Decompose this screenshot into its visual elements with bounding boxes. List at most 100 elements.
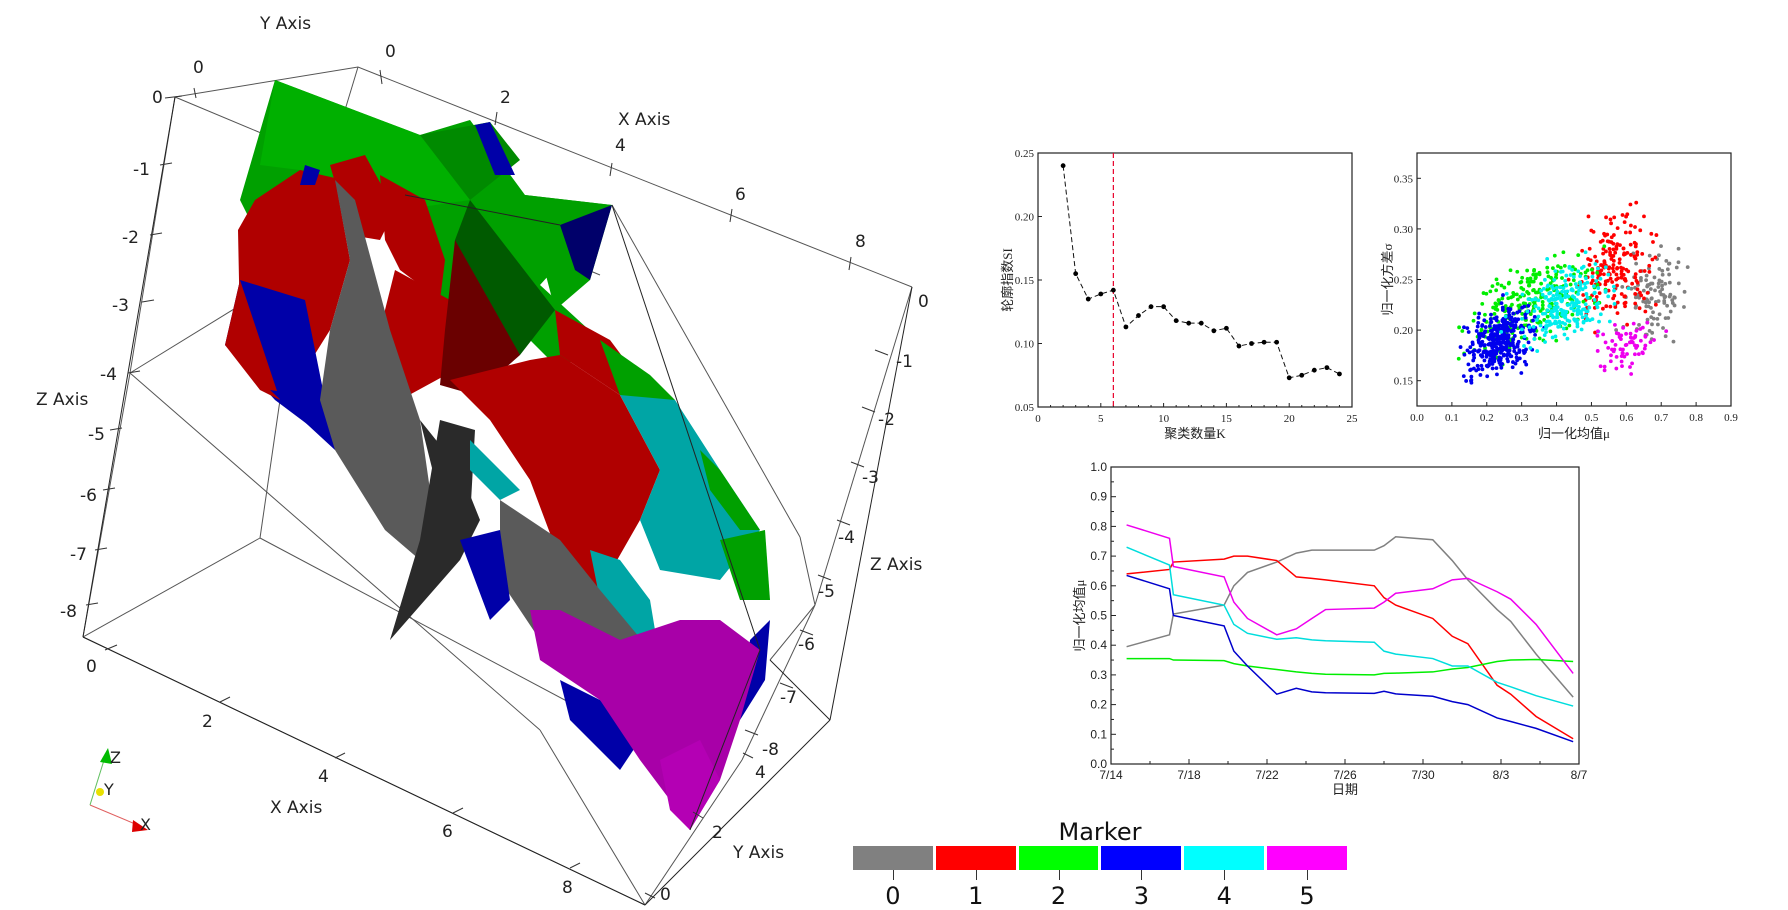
mean-timeseries-canvas: 7/14 7/18 7/22 7/26 7/30 8/3 8/7 0.0 0.1 0.2 0.3 0.… — [1072, 460, 1588, 797]
z-tick-right: 0 — [918, 292, 929, 312]
y-tick-label: 0.9 — [1090, 490, 1107, 504]
y-dot-icon — [96, 788, 104, 796]
legend-swatch-4 — [1184, 846, 1265, 870]
si-point — [1249, 341, 1254, 346]
z-tick-left: -8 — [60, 602, 77, 622]
legend-label: 0 — [853, 870, 933, 910]
surface-regions — [225, 80, 770, 830]
si-point — [1198, 320, 1204, 326]
y-tick-label: 0.6 — [1090, 579, 1107, 593]
x-tick-bottom: 4 — [318, 767, 329, 787]
y-tick-label: 0.0 — [1090, 757, 1107, 771]
legend-swatch-2 — [1018, 846, 1099, 870]
z-tick-left: -2 — [122, 228, 139, 248]
z-arrow-icon — [100, 748, 112, 764]
z-tick-left: -4 — [100, 365, 117, 385]
z-tick-right: -5 — [818, 582, 835, 602]
x-axis-title: 聚类数量K — [1164, 426, 1226, 441]
x-tick-label: 10 — [1158, 413, 1170, 425]
orientation-y-label: Y — [104, 780, 114, 799]
y-tick-label: 0.25 — [1015, 148, 1035, 160]
y-axis-title: 归一化方差σ — [1380, 243, 1395, 315]
legend-label: 2 — [1019, 870, 1099, 910]
scatter-chart-canvas: 0.0 0.1 0.2 0.3 0.4 0.5 0.6 0.7 0.8 0.9 0.15 0.20 0.… — [1380, 152, 1738, 441]
x-tick-label: 7/14 — [1099, 768, 1123, 782]
si-point — [1136, 313, 1141, 318]
legend-label: 5 — [1267, 870, 1347, 910]
x-tick-label: 25 — [1347, 413, 1359, 425]
y-tick-label: 0.2 — [1090, 698, 1107, 712]
y-tick-top: 0 — [193, 58, 204, 78]
x-tick-label: 0.8 — [1689, 412, 1703, 424]
si-point — [1211, 328, 1217, 334]
x-tick-label: 7/22 — [1255, 768, 1279, 782]
x-axis-title: 日期 — [1332, 782, 1358, 797]
z-tick-right: -6 — [798, 635, 815, 655]
scatter-chart: 0.0 0.1 0.2 0.3 0.4 0.5 0.6 0.7 0.8 0.9 0.15 0.20 0.… — [1380, 140, 1780, 450]
y-tick-bottom: 0 — [660, 885, 671, 905]
si-point — [1261, 339, 1267, 345]
si-point — [1274, 339, 1280, 345]
x-tick-label: 5 — [1098, 413, 1104, 425]
legend-label: 4 — [1184, 870, 1264, 910]
si-point — [1337, 371, 1342, 377]
marker-colorbar-legend: Marker 0 1 2 3 4 5 — [853, 818, 1347, 910]
si-point — [1060, 163, 1066, 169]
y-tick-label: 0.5 — [1090, 609, 1107, 623]
x-tick-label: 0.6 — [1619, 412, 1633, 424]
orientation-axes-widget — [89, 748, 148, 832]
si-point — [1311, 367, 1317, 373]
series-line-3 — [1126, 574, 1574, 743]
y-tick-label: 0.35 — [1394, 173, 1414, 185]
mean-timeseries-chart: 7/14 7/18 7/22 7/26 7/30 8/3 8/7 0.0 0.1 0.2 0.3 0.… — [1070, 455, 1650, 815]
si-point — [1286, 375, 1292, 381]
x-tick-label: 0.9 — [1724, 412, 1738, 424]
z-tick-left: 0 — [152, 88, 163, 108]
x-tick-label: 7/26 — [1333, 768, 1357, 782]
x-tick-label: 0 — [1035, 413, 1041, 425]
legend-label: 1 — [936, 870, 1016, 910]
x-tick-label: 0.7 — [1654, 412, 1668, 424]
y-tick-label: 0.05 — [1015, 402, 1035, 414]
x-tick-label: 0.3 — [1515, 412, 1529, 424]
y-axis-label-top: Y Axis — [260, 14, 312, 34]
y-tick-label: 0.30 — [1394, 224, 1414, 236]
y-tick-label: 0.25 — [1394, 275, 1414, 287]
y-tick-label: 0.10 — [1015, 339, 1035, 351]
si-point — [1148, 304, 1154, 310]
view-3d[interactable]: Y Axis X Axis Z Axis Z Axis X Axis Y Axi… — [0, 0, 960, 907]
z-tick-left: -7 — [70, 545, 87, 565]
y-tick-label: 0.20 — [1015, 212, 1035, 224]
z-tick-left: -6 — [80, 486, 97, 506]
legend-swatch-1 — [935, 846, 1016, 870]
x-axis-label-top: X Axis — [618, 110, 671, 130]
si-point — [1236, 343, 1242, 349]
y-tick-label: 1.0 — [1090, 460, 1107, 474]
tick-marks — [85, 69, 889, 899]
x-tick-top: 8 — [855, 232, 866, 252]
x-tick-top: 4 — [615, 136, 626, 156]
x-tick-label: 20 — [1284, 413, 1296, 425]
si-point — [1324, 365, 1330, 371]
bounding-box-front — [82, 96, 913, 906]
x-tick-top: 0 — [385, 42, 396, 62]
x-tick-bottom: 2 — [202, 712, 213, 732]
scatter-points — [1456, 200, 1690, 385]
x-tick-label: 7/30 — [1411, 768, 1435, 782]
series-line-1 — [1126, 555, 1574, 740]
si-point — [1173, 318, 1179, 324]
x-axis-label-bottom: X Axis — [270, 798, 323, 818]
z-axis-label-right: Z Axis — [870, 555, 923, 575]
legend-swatch-0 — [853, 846, 933, 870]
x-tick-label: 8/7 — [1571, 768, 1588, 782]
z-tick-right: -8 — [762, 740, 779, 760]
series-line-4 — [1126, 546, 1574, 707]
plot-frame — [1110, 466, 1580, 765]
x-tick-label: 15 — [1221, 413, 1233, 425]
x-tick-label: 8/3 — [1493, 768, 1510, 782]
orientation-x-label: X — [140, 815, 151, 834]
y-tick-label: 0.7 — [1090, 549, 1107, 563]
si-point — [1161, 304, 1166, 310]
series-line-2 — [1126, 657, 1574, 676]
y-tick-bottom: 4 — [755, 763, 766, 783]
